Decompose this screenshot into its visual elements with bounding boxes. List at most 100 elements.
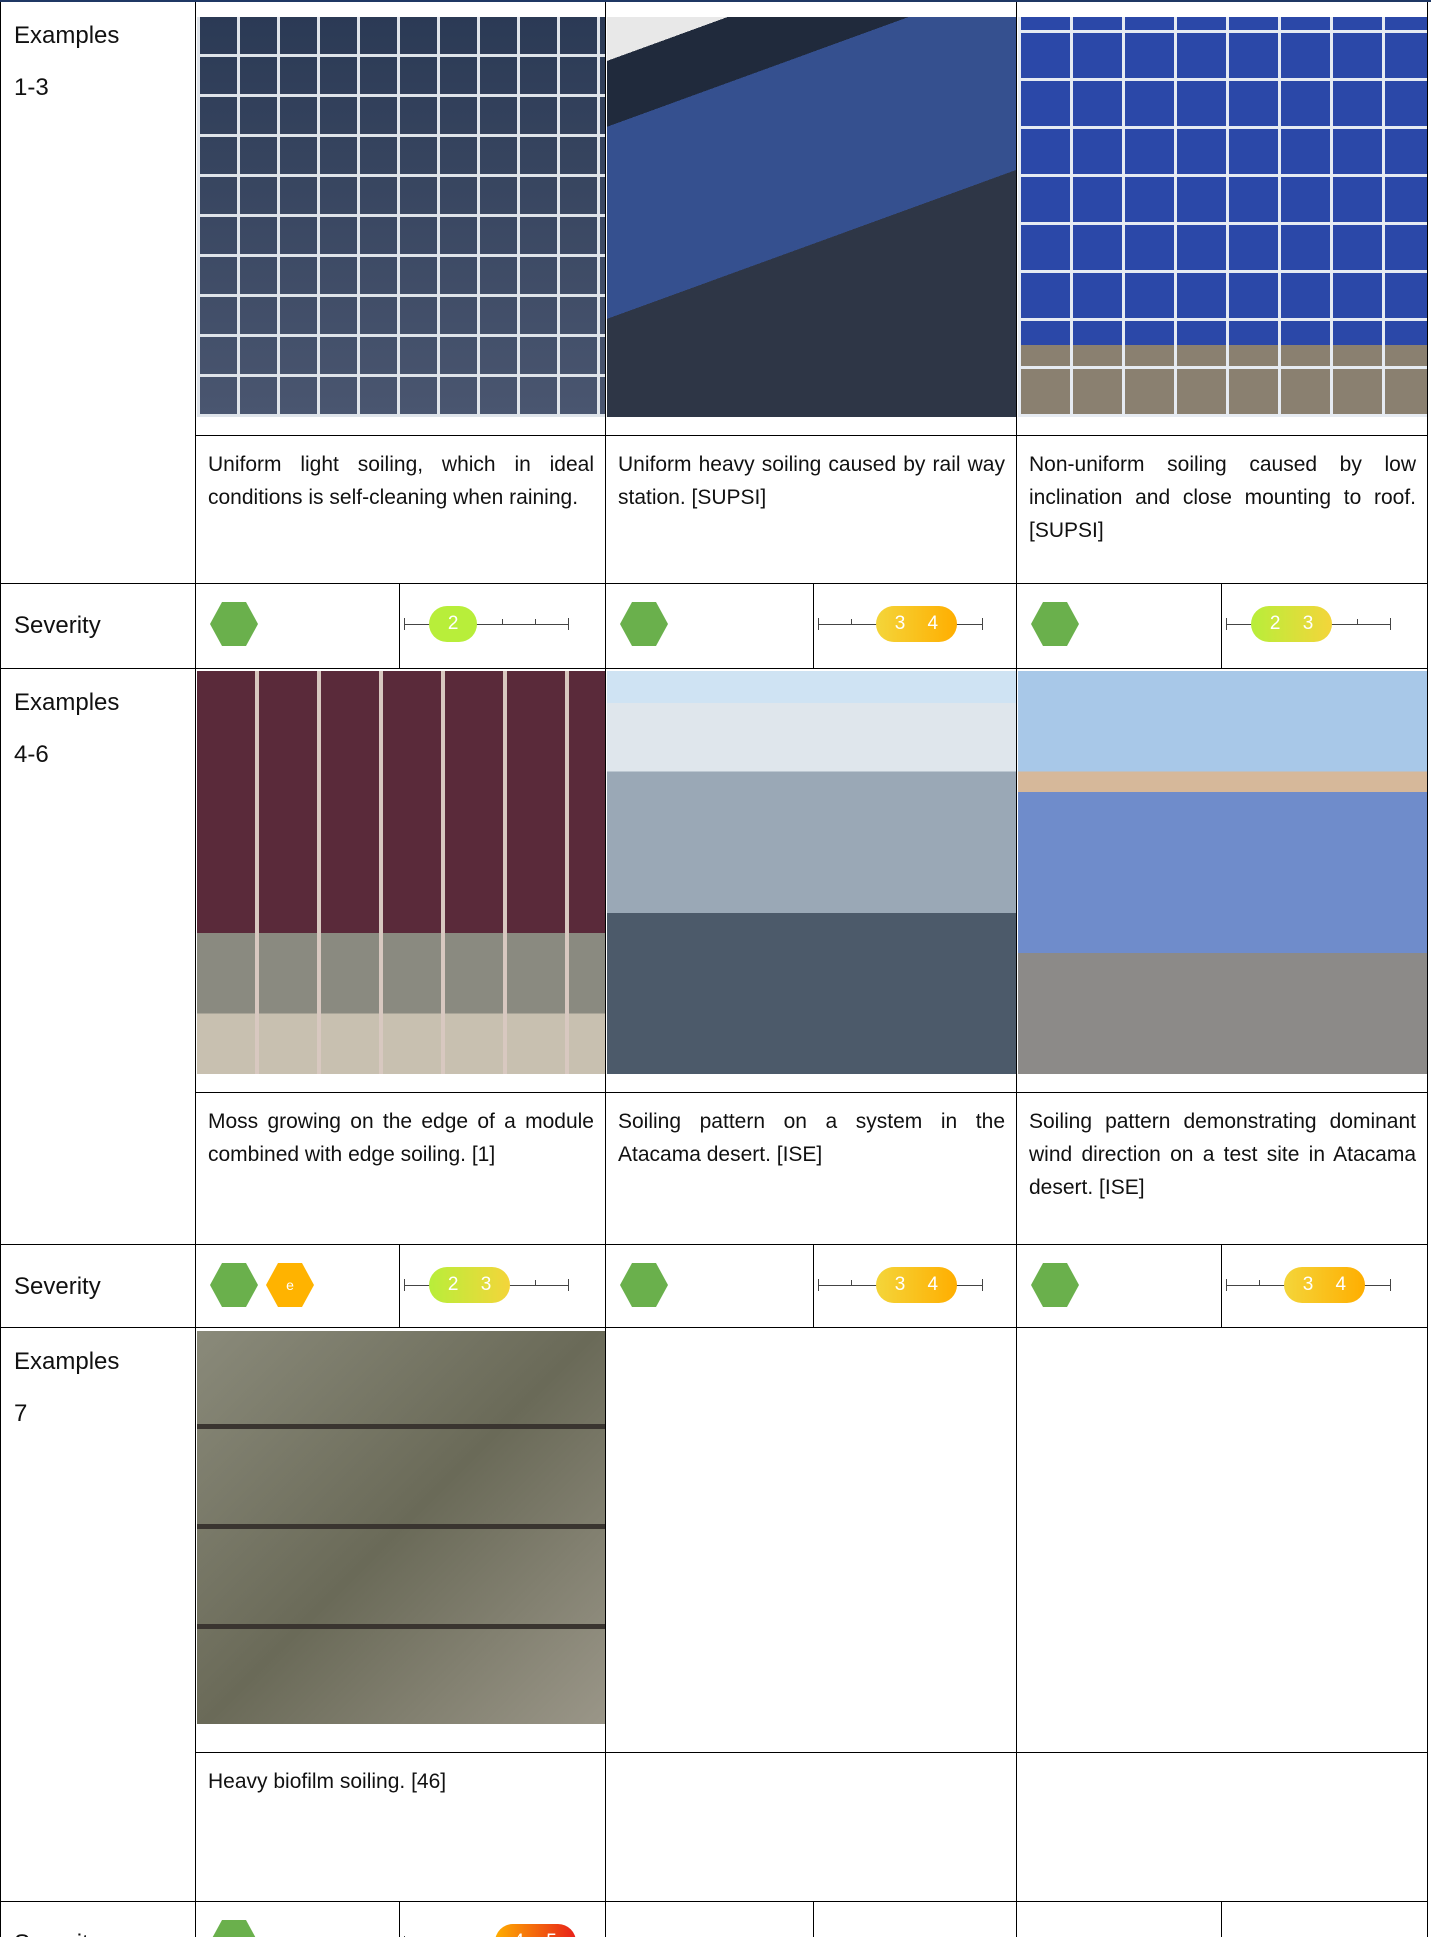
image-cell [196, 2, 606, 436]
severity-level: 2 [447, 613, 459, 634]
caption-cell [606, 1753, 1017, 1902]
scale-tick [535, 619, 537, 624]
example-photo [607, 671, 1016, 1074]
scale-tick [502, 619, 504, 624]
severity-cell [1017, 1245, 1222, 1328]
scale-tick [850, 1280, 852, 1285]
caption-cell [606, 436, 1017, 584]
severity-label: Severity [14, 1918, 101, 1937]
caption-cell [1017, 436, 1428, 584]
row-label: 1-3 [14, 74, 49, 101]
scale-line [404, 624, 568, 625]
severity-cell [400, 1245, 606, 1328]
image-cell [1017, 2, 1428, 436]
severity-label-cell [0, 1245, 196, 1328]
scale-end [1390, 618, 1391, 630]
severity-cell [814, 1245, 1017, 1328]
caption: Moss growing on the edge of a module com… [208, 1110, 594, 1166]
image-cell [606, 669, 1017, 1093]
caption: Uniform light soiling, which in ideal co… [208, 453, 594, 509]
severity-cell [606, 584, 814, 669]
example-photo [197, 671, 605, 1074]
severity-cell [606, 1902, 814, 1937]
caption: Uniform heavy soiling caused by rail way… [618, 453, 1005, 509]
severity-level: 5 [540, 1924, 564, 1937]
severity-range [876, 606, 957, 642]
image-cell [606, 1328, 1017, 1753]
scale-end [1226, 618, 1227, 630]
image-cell [196, 1328, 606, 1753]
severity-cell [1222, 1245, 1428, 1328]
scale-end [404, 1279, 405, 1291]
scale-tick [535, 1280, 537, 1285]
scale-end [818, 618, 819, 630]
severity-range [876, 1267, 957, 1303]
scale-end [568, 1279, 569, 1291]
example-photo [607, 17, 1016, 417]
example-photo [1018, 17, 1427, 417]
scale-end [1226, 1279, 1227, 1291]
severity-level: 4 [1335, 1274, 1347, 1295]
image-cell [1017, 669, 1428, 1093]
severity-cell [1017, 1902, 1222, 1937]
severity-label-cell [0, 1902, 196, 1937]
impact-hexagon [1031, 1263, 1079, 1307]
caption: Soiling pattern on a system in the Ataca… [618, 1110, 1005, 1166]
scale-end [568, 618, 569, 630]
caption-cell [196, 436, 606, 584]
label-cell [0, 669, 196, 1245]
severity-label: Severity [14, 612, 101, 639]
caption-cell [1017, 1753, 1428, 1902]
severity-range [1284, 1267, 1365, 1303]
image-cell [196, 669, 606, 1093]
caption-cell [196, 1093, 606, 1245]
scale-tick [1258, 1280, 1260, 1285]
severity-range [494, 1924, 576, 1937]
severity-level: 4 [507, 1924, 531, 1937]
severity-level: 2 [447, 1274, 459, 1295]
severity-label-cell [0, 584, 196, 669]
scale-end [982, 618, 983, 630]
severity-level: 3 [894, 1274, 906, 1295]
caption-cell [1017, 1093, 1428, 1245]
severity-range [429, 606, 478, 642]
scale-end [818, 1279, 819, 1291]
severity-level: 4 [927, 613, 939, 634]
example-photo [197, 1331, 605, 1724]
severity-level: 4 [927, 1274, 939, 1295]
scale-end [1390, 1279, 1391, 1291]
severity-cell [400, 584, 606, 669]
impact-hexagon [210, 1920, 258, 1937]
tag-hexagon: e [266, 1263, 314, 1307]
caption-cell [196, 1753, 606, 1902]
image-cell [1017, 1328, 1428, 1753]
row-label: Examples [14, 1348, 120, 1375]
image-cell [606, 2, 1017, 436]
example-photo [197, 17, 605, 417]
severity-cell [1222, 1902, 1428, 1937]
impact-hexagon [620, 1263, 668, 1307]
caption: Soiling pattern demonstrating dominant w… [1029, 1110, 1416, 1199]
severity-cell [196, 1902, 400, 1937]
severity-cell [1017, 584, 1222, 669]
severity-cell [814, 584, 1017, 669]
severity-cell [606, 1245, 814, 1328]
example-photo [1018, 671, 1427, 1074]
caption: Non-uniform soiling caused by low inclin… [1029, 453, 1416, 542]
severity-cell [814, 1902, 1017, 1937]
row-label: 7 [14, 1400, 28, 1427]
caption-cell [606, 1093, 1017, 1245]
scale-tick [850, 619, 852, 624]
caption: Heavy biofilm soiling. [46] [208, 1770, 447, 1793]
label-cell [0, 2, 196, 584]
severity-level: 2 [1269, 613, 1281, 634]
severity-range [1251, 606, 1332, 642]
scale-tick [1357, 619, 1359, 624]
row-label: 4-6 [14, 741, 49, 768]
severity-level: 3 [1302, 1274, 1314, 1295]
scale-end [404, 618, 405, 630]
row-label: Examples [14, 689, 120, 716]
severity-level: 3 [1302, 613, 1314, 634]
severity-range [429, 1267, 510, 1303]
severity-label: Severity [14, 1273, 101, 1300]
